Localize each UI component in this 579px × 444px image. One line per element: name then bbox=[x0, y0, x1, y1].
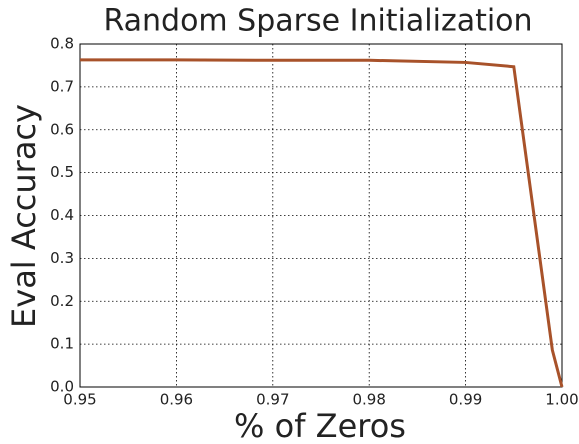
x-tick-label: 0.97 bbox=[256, 391, 289, 409]
y-tick-label: 0.6 bbox=[50, 120, 74, 138]
data-line bbox=[80, 58, 564, 388]
chart-title: Random Sparse Initialization bbox=[103, 4, 532, 39]
plot-frame bbox=[79, 43, 563, 388]
x-tick-label: 0.98 bbox=[352, 391, 385, 409]
x-tick-label: 0.99 bbox=[449, 391, 482, 409]
y-tick-label: 0.8 bbox=[50, 35, 74, 53]
y-tick-label: 0.4 bbox=[50, 206, 74, 224]
y-tick-label: 0.3 bbox=[50, 249, 74, 267]
x-tick-label: 0.96 bbox=[160, 391, 193, 409]
y-tick-label: 0.5 bbox=[50, 163, 74, 181]
y-tick-label: 0.2 bbox=[50, 292, 74, 310]
y-tick-label: 0.7 bbox=[50, 77, 74, 95]
x-tick-label: 1.00 bbox=[545, 391, 578, 409]
x-axis-label: % of Zeros bbox=[234, 407, 406, 444]
y-tick-label: 0.1 bbox=[50, 335, 74, 353]
y-tick-label: 0.0 bbox=[50, 378, 74, 396]
y-axis-label: Eval Accuracy bbox=[5, 104, 43, 328]
x-tick-label: 0.95 bbox=[63, 391, 96, 409]
